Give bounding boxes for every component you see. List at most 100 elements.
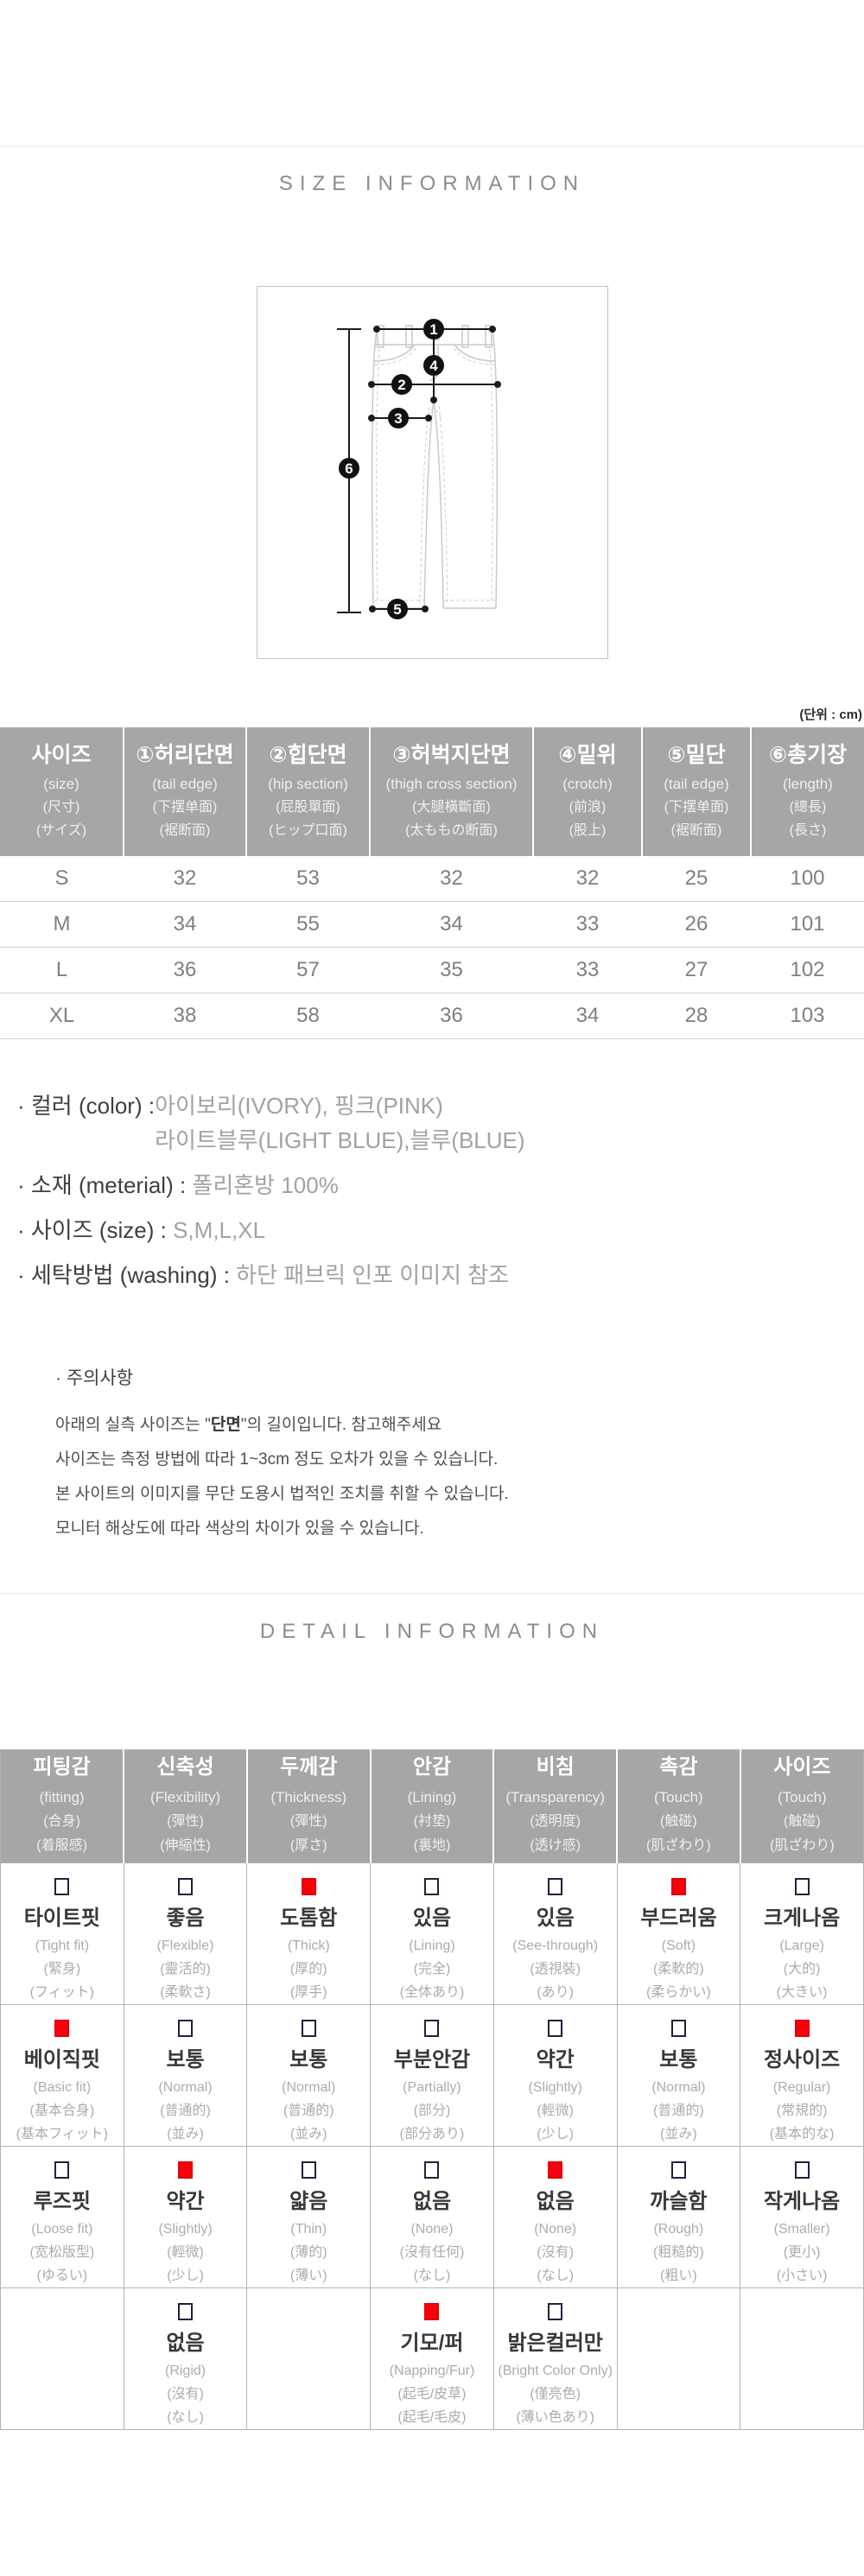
value-cell: 33 xyxy=(533,901,642,948)
value-cell: 55 xyxy=(246,901,370,948)
pants-diagram-svg: 1 2 3 4 5 6 xyxy=(336,319,501,619)
size-information-title: SIZE INFORMATION xyxy=(278,172,586,195)
size-row: · 사이즈 (size) : S,M,L,XL xyxy=(17,1213,864,1247)
checkbox-icon xyxy=(794,1878,810,1895)
washing-value: 하단 패브릭 인포 이미지 참조 xyxy=(236,1262,510,1288)
caution-line-3: 본 사이트의 이미지를 무단 도용시 법적인 조치를 취할 수 있습니다. xyxy=(55,1485,509,1503)
value-cell: 27 xyxy=(642,947,751,993)
measure-badge-5 xyxy=(386,599,408,619)
checkbox-icon xyxy=(670,2020,686,2037)
caution-line-4: 모니터 해상도에 따라 색상의 차이가 있을 수 있습니다. xyxy=(55,1520,424,1538)
unit-label: (단위 : cm) xyxy=(799,707,862,722)
checkbox-icon xyxy=(670,1878,686,1895)
value-cell: 32 xyxy=(124,856,246,902)
checkbox-icon xyxy=(54,2161,70,2179)
caution-title: · 주의사항 xyxy=(55,1368,134,1388)
detail-cell: 도톰함 (Thick) (厚的) (厚手) xyxy=(246,1862,372,2005)
top-divider xyxy=(0,146,864,147)
checkbox-icon xyxy=(548,1878,563,1895)
detail-cell: 베이직핏 (Basic fit) (基本合身) (基本フィット) xyxy=(0,2004,124,2147)
size-col-header-waist: ①허리단면 (tail edge) (下摆单面) (裾断面) xyxy=(123,727,246,856)
detail-cell: 약간 (Slightly) (輕微) (少し) xyxy=(123,2146,248,2288)
checkbox-icon xyxy=(178,2020,194,2037)
measure-number-2: 2 xyxy=(397,377,405,393)
pants-stitch-lines xyxy=(373,347,495,605)
size-cell: L xyxy=(0,947,124,993)
measure-badge-2 xyxy=(391,374,412,395)
size-col-header-length: ⑥총기장 (length) (總長) (長さ) xyxy=(750,727,864,856)
caution-body: 아래의 실측 사이즈는 "단면"의 길이입니다. 참고해주세요 사이즈는 측정 … xyxy=(55,1408,864,1546)
checkbox-icon xyxy=(424,2020,440,2037)
value-cell: 102 xyxy=(751,947,864,993)
checkbox-icon xyxy=(548,2161,563,2179)
detail-col-touch: 촉감 (Touch) (触碰) (肌ざわり) xyxy=(616,1749,740,1863)
detail-cell: 부분안감 (Partially) (部分) (部分あり) xyxy=(370,2004,494,2147)
size-col-header-size: 사이즈 (size) (尺寸) (サイズ) xyxy=(0,727,124,856)
detail-cell: 없음 (None) (沒有任何) (なし) xyxy=(370,2146,494,2288)
size-row-l: L 36 57 35 33 27 102 xyxy=(0,947,864,993)
color-values: 아이보리(IVORY), 핑크(PINK) 라이트블루(LIGHT BLUE),… xyxy=(155,1088,524,1158)
detail-cell: 까슬함 (Rough) (粗糙的) (粗い) xyxy=(616,2146,741,2288)
detail-cell: 부드러움 (Soft) (柔軟的) (柔らかい) xyxy=(616,1862,741,2005)
measure-badge-1 xyxy=(422,319,444,339)
value-cell: 32 xyxy=(533,856,642,902)
value-cell: 25 xyxy=(642,856,751,902)
size-col-header-crotch: ④밑위 (crotch) (前浪) (股上) xyxy=(532,727,642,856)
checkbox-icon xyxy=(424,1878,440,1895)
checkbox-icon xyxy=(178,2161,194,2179)
detail-cell: 크게나옴 (Large) (大的) (大きい) xyxy=(740,1862,864,2005)
size-cell: S xyxy=(0,856,124,902)
detail-col-size: 사이즈 (Touch) (触碰) (肌ざわり) xyxy=(739,1749,864,1863)
detail-col-fitting: 피팅감 (fitting) (合身) (着服感) xyxy=(0,1749,124,1863)
size-row-xl: XL 38 58 36 34 28 103 xyxy=(0,993,864,1039)
detail-cell: 루즈핏 (Loose fit) (宽松版型) (ゆるい) xyxy=(0,2146,124,2288)
value-cell: 35 xyxy=(370,947,533,993)
measure-number-3: 3 xyxy=(394,410,402,427)
detail-cell-empty xyxy=(246,2287,372,2430)
value-cell: 58 xyxy=(246,993,370,1039)
detail-cell: 없음 (Rigid) (沒有) (なし) xyxy=(123,2287,248,2430)
detail-col-flexibility: 신축성 (Flexibility) (彈性) (伸縮性) xyxy=(123,1749,247,1863)
detail-cell: 보통 (Normal) (普通的) (並み) xyxy=(616,2004,741,2147)
value-cell: 36 xyxy=(124,947,246,993)
color-value-line1: 아이보리(IVORY), 핑크(PINK) xyxy=(155,1093,443,1119)
size-table: 사이즈 (size) (尺寸) (サイズ) ①허리단면 (tail edge) … xyxy=(0,727,864,1039)
size-cell: XL xyxy=(0,993,124,1039)
measure-badge-4 xyxy=(422,355,444,376)
detail-col-transparency: 비침 (Transparency) (透明度) (透け感) xyxy=(492,1749,618,1863)
value-cell: 26 xyxy=(642,901,751,948)
detail-cell: 기모/퍼 (Napping/Fur) (起毛/皮草) (起毛/毛皮) xyxy=(370,2287,494,2430)
measure-number-6: 6 xyxy=(345,460,353,477)
value-cell: 34 xyxy=(124,901,246,948)
detail-cell: 좋음 (Flexible) (靈活的) (柔軟さ) xyxy=(123,1862,248,2005)
value-cell: 57 xyxy=(246,947,370,993)
detail-row-2: 베이직핏 (Basic fit) (基本合身) (基本フィット) 보통 (Nor… xyxy=(0,2004,864,2147)
detail-table-header-row: 피팅감 (fitting) (合身) (着服感) 신축성 (Flexibilit… xyxy=(0,1749,864,1863)
size-col-header-hip: ②힙단면 (hip section) (屁股單面) (ヒップ口面) xyxy=(245,727,370,856)
detail-cell: 있음 (See-through) (透視裝) (あり) xyxy=(492,1862,618,2005)
value-cell: 34 xyxy=(370,901,533,948)
detail-cell: 없음 (None) (沒有) (なし) xyxy=(492,2146,618,2288)
checkbox-icon xyxy=(54,1878,70,1895)
detail-section-divider xyxy=(0,1593,864,1594)
checkbox-icon xyxy=(424,2303,440,2320)
detail-row-4: 없음 (Rigid) (沒有) (なし) 기모/퍼 (Napping/Fur) … xyxy=(0,2287,864,2430)
checkbox-icon xyxy=(670,2161,686,2179)
value-cell: 101 xyxy=(751,901,864,948)
detail-cell: 작게나옴 (Smaller) (更小) (小さい) xyxy=(740,2146,864,2288)
detail-col-lining: 안감 (Lining) (衬垫) (裏地) xyxy=(369,1749,494,1863)
detail-cell-empty xyxy=(0,2287,124,2430)
detail-cell: 얇음 (Thin) (薄的) (薄い) xyxy=(246,2146,372,2288)
detail-cell: 보통 (Normal) (普通的) (並み) xyxy=(123,2004,248,2147)
checkbox-icon xyxy=(548,2303,563,2320)
detail-row-1: 타이트핏 (Tight fit) (緊身) (フィット) 좋음 (Flexibl… xyxy=(0,1862,864,2005)
checkbox-icon xyxy=(794,2020,810,2037)
checkbox-icon xyxy=(794,2161,810,2179)
detail-cell: 있음 (Lining) (完全) (全体あり) xyxy=(370,1862,494,2005)
material-label: · 소재 (meterial) : xyxy=(17,1172,193,1198)
detail-cell-empty xyxy=(616,2287,741,2430)
value-cell: 103 xyxy=(751,993,864,1039)
detail-row-3: 루즈핏 (Loose fit) (宽松版型) (ゆるい) 약간 (Slightl… xyxy=(0,2146,864,2288)
detail-cell: 밝은컬러만 (Bright Color Only) (僅亮色) (薄い色あり) xyxy=(492,2287,618,2430)
value-cell: 32 xyxy=(370,856,533,902)
